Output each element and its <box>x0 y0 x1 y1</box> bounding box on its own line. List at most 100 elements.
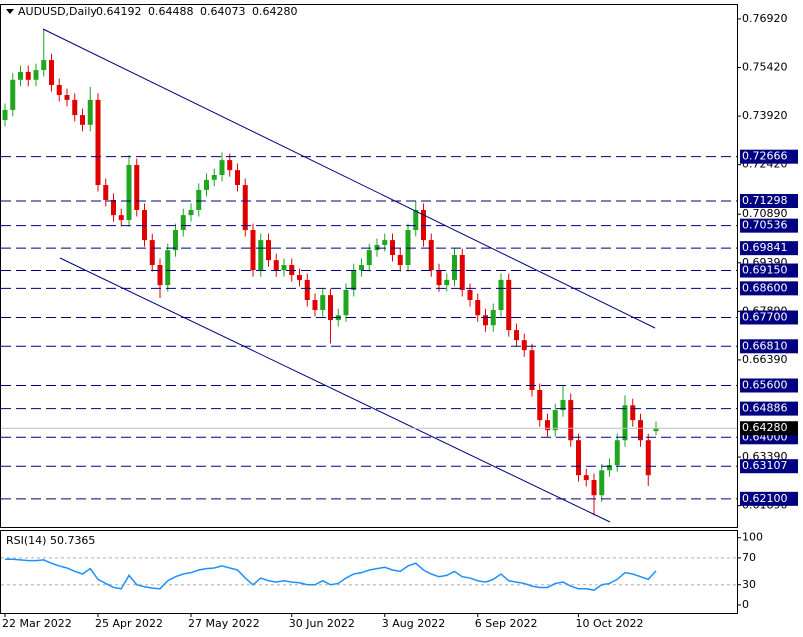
candle-body <box>312 300 318 311</box>
plot-area <box>2 28 659 516</box>
y-tick-label: 0.70890 <box>742 207 788 220</box>
level-label: 0.62100 <box>742 492 788 505</box>
level-label-box <box>740 281 798 296</box>
rsi-panel <box>0 530 738 614</box>
rsi-title: RSI(14) 50.7365 <box>6 534 95 547</box>
level-label-box <box>740 263 798 278</box>
candle-body <box>374 244 380 251</box>
level-label: 0.64886 <box>742 402 788 415</box>
candle-body <box>444 279 450 286</box>
rsi-tick-label: 100 <box>742 531 763 544</box>
candle-body <box>258 240 264 271</box>
candle-body <box>421 209 426 241</box>
candle-body <box>351 270 357 290</box>
menu-triangle[interactable] <box>6 9 14 14</box>
candle-body <box>413 209 419 231</box>
y-tick-label: 0.66390 <box>742 353 788 366</box>
trend-line-lower <box>59 257 611 523</box>
candle-body <box>142 209 147 241</box>
candle-body <box>537 390 543 421</box>
candle-body <box>521 340 527 351</box>
candle-body <box>103 185 109 200</box>
x-tick-label: 30 Jun 2022 <box>289 617 355 630</box>
candle-body <box>452 254 457 280</box>
x-tick-label: 25 Apr 2022 <box>95 617 163 630</box>
candle-body <box>165 250 171 286</box>
candle-body <box>490 310 496 326</box>
x-tick-label: 27 May 2022 <box>188 617 260 630</box>
candle-body <box>281 265 287 271</box>
candle-body <box>134 164 140 210</box>
x-tick-label: 10 Oct 2022 <box>576 617 644 630</box>
candle-body <box>614 440 620 466</box>
candle-body <box>266 240 271 261</box>
candle-body <box>568 400 574 441</box>
level-label: 0.67700 <box>742 310 788 323</box>
candle-body <box>95 99 101 186</box>
current-price-label: 0.64280 <box>742 421 788 434</box>
level-label-box <box>740 193 798 208</box>
level-label: 0.69841 <box>742 241 788 254</box>
candle-body <box>583 475 589 481</box>
candle-body <box>111 199 116 216</box>
rsi-line <box>5 558 657 591</box>
candle-body <box>328 295 333 321</box>
candle-body <box>250 230 256 271</box>
candle-body <box>545 420 550 431</box>
candle-body <box>366 250 372 266</box>
candle-body <box>428 240 434 271</box>
candle-body <box>64 95 70 100</box>
candle-body <box>638 420 643 441</box>
candle-body <box>320 295 326 311</box>
candle-body <box>343 289 349 316</box>
level-label: 0.72666 <box>742 150 788 163</box>
candle-body <box>80 115 85 125</box>
candle-body <box>359 265 364 271</box>
candle-body <box>436 270 442 286</box>
candle-body <box>72 99 78 116</box>
candle-body <box>599 470 605 496</box>
header-value: 0.64192 <box>96 5 142 18</box>
candle-body <box>33 70 39 80</box>
candle-body <box>382 240 388 245</box>
level-label-box <box>740 401 798 416</box>
trend-line-upper <box>42 28 656 329</box>
candle-body <box>56 84 62 96</box>
rsi-tick-label: 70 <box>742 551 756 564</box>
candle-body <box>514 330 519 341</box>
candle-body <box>211 175 217 180</box>
main-panel <box>0 4 738 528</box>
candle-body <box>118 215 124 221</box>
candle-body <box>180 215 186 231</box>
candle-body <box>157 265 163 286</box>
candle-body <box>235 170 240 186</box>
level-label: 0.71298 <box>742 194 788 207</box>
level-label: 0.69150 <box>742 264 788 277</box>
candle-body <box>227 160 233 171</box>
candle-body <box>188 209 194 216</box>
candle-body <box>149 240 155 266</box>
candle-body <box>41 60 47 71</box>
level-label: 0.66810 <box>742 339 788 352</box>
candle-body <box>552 410 558 431</box>
level-label-box <box>740 378 798 393</box>
candle-body <box>630 405 636 421</box>
candle-body <box>529 350 535 391</box>
candle-body <box>560 400 566 411</box>
rsi-tick-label: 0 <box>742 598 749 611</box>
x-tick-label: 6 Sep 2022 <box>475 617 538 630</box>
candle-body <box>18 72 23 80</box>
candle-body <box>576 440 581 476</box>
candle-body <box>622 405 628 441</box>
candle-body <box>645 440 651 476</box>
candle-body <box>297 275 302 280</box>
candle-body <box>273 260 279 271</box>
candle-body <box>242 185 248 231</box>
candle-body <box>2 109 8 120</box>
header-value: 0.64280 <box>252 5 298 18</box>
level-label-box <box>740 339 798 354</box>
x-tick-label: 22 Mar 2022 <box>2 617 72 630</box>
candle-body <box>483 315 488 326</box>
